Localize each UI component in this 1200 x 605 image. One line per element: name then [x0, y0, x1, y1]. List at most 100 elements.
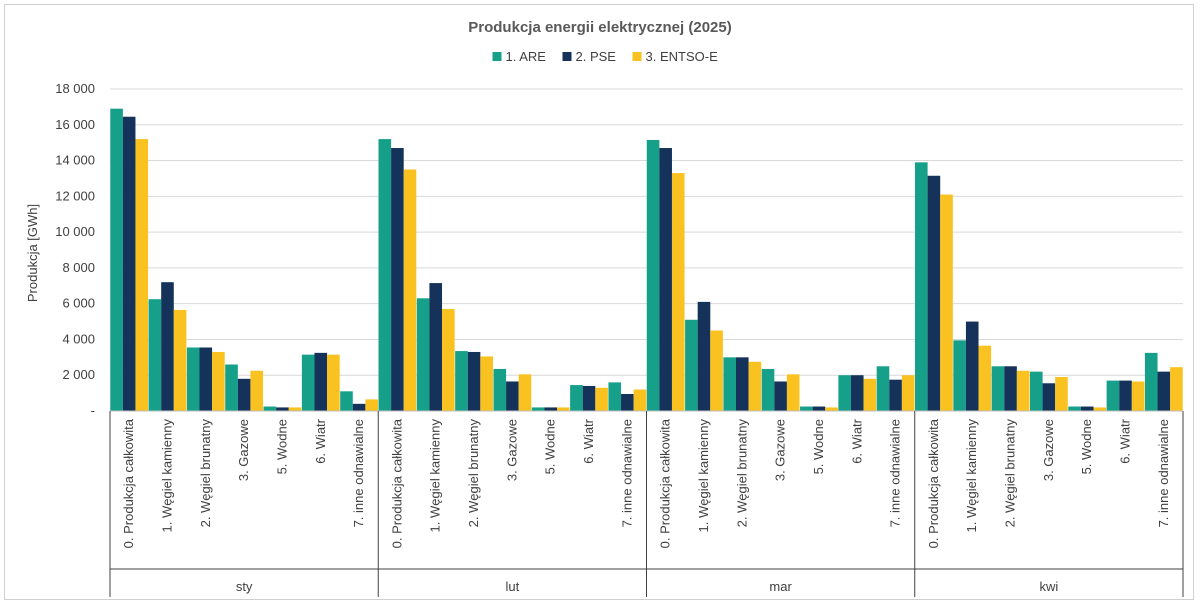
legend-label-1: 1. ARE: [506, 49, 547, 64]
category-label: 7. inne odnawialne: [888, 419, 903, 527]
bar-mar-6-series-1: [876, 366, 890, 411]
bar-mar-1-series-3: [710, 330, 723, 411]
bar-lut-1-series-1: [416, 298, 430, 411]
category-label: 2. Węgiel brunatny: [734, 419, 749, 528]
bar-kwi-6-series-2: [1157, 371, 1171, 411]
bar-mar-6-series-2: [889, 379, 902, 411]
category-label: 3. Gazowe: [236, 419, 251, 481]
bar-kwi-4-series-1: [1068, 406, 1081, 411]
bar-sty-0-series-3: [135, 139, 149, 411]
category-label: 0. Produkcja całkowita: [121, 418, 136, 548]
bar-kwi-5-series-2: [1119, 380, 1132, 411]
bar-kwi-6-series-3: [1170, 367, 1183, 411]
bar-sty-2-series-2: [199, 347, 213, 411]
bar-mar-2-series-2: [736, 357, 749, 411]
legend: 1. ARE 2. PSE 3. ENTSO-E: [492, 49, 719, 64]
y-tick-label: 12 000: [55, 188, 95, 203]
bar-sty-4-series-1: [263, 406, 277, 411]
bar-mar-5-series-2: [850, 375, 864, 411]
bar-lut-2-series-3: [480, 356, 493, 411]
chart-frame: Produkcja energii elektrycznej (2025) 1.…: [4, 4, 1194, 600]
legend-swatch-3: [632, 52, 642, 61]
bar-sty-5-series-3: [327, 354, 340, 411]
bar-lut-3-series-2: [506, 381, 519, 411]
bar-kwi-0-series-1: [915, 162, 928, 411]
bar-lut-3-series-1: [493, 368, 507, 411]
y-axis-ticks: - 2 000 4 000 6 000 8 000 10 000 12 000 14 000 1…: [55, 81, 95, 418]
bar-kwi-1-series-3: [978, 345, 992, 411]
bar-sty-0-series-1: [110, 108, 123, 412]
bar-kwi-4-series-2: [1080, 406, 1094, 411]
category-label: 1. Węgiel kamienny: [696, 419, 711, 533]
bar-kwi-1-series-1: [953, 340, 966, 411]
bar-mar-2-series-1: [723, 357, 736, 411]
legend-swatch-2: [562, 52, 572, 61]
category-label: 6. Wiatr: [849, 418, 864, 463]
bar-lut-2-series-1: [455, 351, 468, 411]
category-label: 6. Wiatr: [313, 418, 328, 463]
bar-mar-0-series-3: [671, 173, 685, 411]
legend-label-3: 3. ENTSO-E: [646, 49, 719, 64]
bar-mar-3-series-3: [786, 374, 800, 411]
bar-lut-0-series-2: [391, 148, 404, 411]
bar-lut-4-series-2: [544, 407, 557, 411]
y-tick-label: 4 000: [62, 331, 95, 346]
bar-mar-6-series-3: [901, 375, 915, 411]
bar-sty-6-series-3: [365, 399, 378, 411]
y-tick-label: 16 000: [55, 117, 95, 132]
y-tick-label: 8 000: [62, 260, 95, 275]
bar-kwi-5-series-3: [1131, 381, 1145, 411]
bar-sty-1-series-1: [148, 299, 162, 411]
y-tick-label: 6 000: [62, 296, 95, 311]
y-tick-label: 2 000: [62, 367, 95, 382]
category-label: 0. Produkcja całkowita: [389, 418, 404, 548]
bar-lut-5-series-2: [582, 385, 596, 411]
bar-mar-0-series-1: [646, 139, 660, 412]
category-label: 2. Węgiel brunatny: [1003, 419, 1018, 528]
bar-kwi-3-series-3: [1055, 377, 1068, 411]
category-label: 3. Gazowe: [504, 419, 519, 481]
bar-kwi-0-series-3: [940, 194, 953, 411]
bar-lut-5-series-3: [595, 387, 608, 411]
category-label: 0. Produkcja całkowita: [926, 418, 941, 548]
bars: [110, 108, 1183, 412]
category-label: 7. inne odnawialne: [351, 419, 366, 527]
chart-svg: Produkcja energii elektrycznej (2025) 1.…: [25, 19, 1184, 597]
bar-kwi-2-series-2: [1004, 366, 1017, 411]
group-label-mar: mar: [769, 579, 792, 594]
bar-kwi-4-series-3: [1093, 407, 1107, 411]
bar-kwi-3-series-1: [1029, 371, 1043, 411]
bar-mar-5-series-3: [863, 378, 877, 411]
bar-lut-3-series-3: [518, 374, 532, 411]
bar-lut-6-series-1: [608, 382, 622, 411]
bar-mar-3-series-1: [761, 368, 775, 411]
bar-lut-0-series-3: [403, 169, 417, 411]
y-tick-label: 18 000: [55, 81, 95, 96]
bar-sty-0-series-2: [122, 116, 136, 411]
category-label: 1. Węgiel kamienny: [964, 419, 979, 533]
bar-kwi-5-series-1: [1106, 380, 1120, 411]
category-label: 6. Wiatr: [1118, 418, 1133, 463]
category-label: 5. Wodne: [1079, 419, 1094, 474]
bar-mar-2-series-3: [748, 361, 762, 411]
bar-lut-1-series-2: [429, 283, 443, 411]
bar-lut-4-series-3: [557, 407, 570, 411]
legend-swatch-1: [492, 52, 502, 61]
bar-mar-4-series-2: [812, 406, 826, 411]
bar-sty-2-series-3: [212, 351, 225, 411]
x-axis: 0. Produkcja całkowita 1. Węgiel kamienny…: [109, 410, 1184, 597]
bar-sty-3-series-3: [250, 370, 264, 411]
bar-mar-1-series-2: [697, 301, 711, 411]
bar-kwi-1-series-2: [965, 321, 979, 411]
group-label-sty: sty: [236, 579, 253, 594]
category-label: 5. Wodne: [811, 419, 826, 474]
bar-sty-3-series-1: [225, 364, 238, 411]
bar-mar-4-series-3: [825, 407, 838, 411]
bar-lut-5-series-1: [570, 385, 583, 411]
bar-kwi-6-series-1: [1144, 352, 1158, 411]
bar-mar-1-series-1: [685, 319, 698, 411]
category-label: 1. Węgiel kamienny: [159, 419, 174, 533]
bar-lut-4-series-1: [531, 407, 545, 411]
category-label: 0. Produkcja całkowita: [658, 418, 673, 548]
bar-mar-4-series-1: [800, 406, 813, 411]
